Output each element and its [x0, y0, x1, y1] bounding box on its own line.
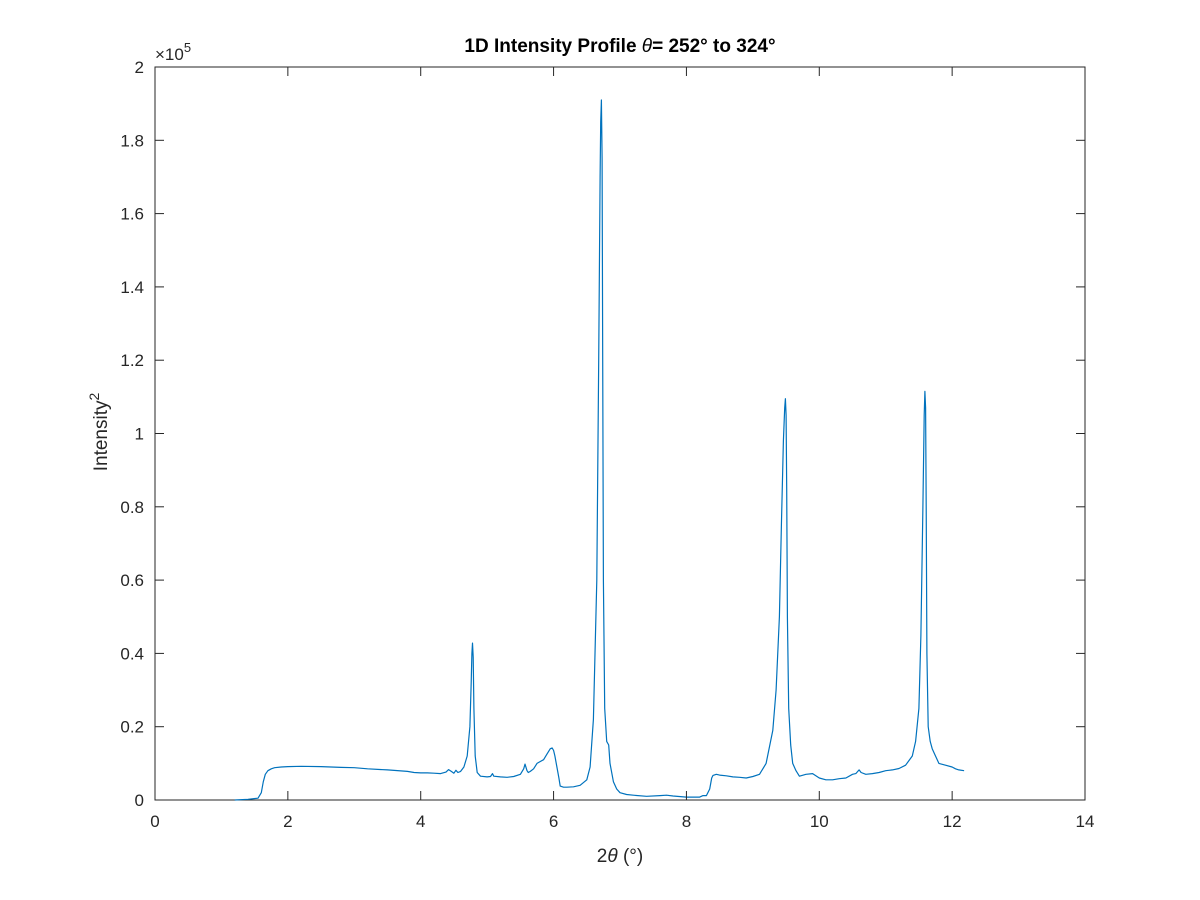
- y-tick-label: 1: [135, 425, 144, 444]
- chart-title: 1D Intensity Profile θ= 252° to 324°: [464, 36, 775, 57]
- y-tick-label: 1.6: [120, 205, 144, 224]
- y-axis-label: Intensity2: [86, 393, 112, 472]
- x-tick-label: 4: [416, 812, 425, 831]
- x-tick-label: 10: [810, 812, 829, 831]
- x-tick-label: 8: [682, 812, 691, 831]
- intensity-series-line: [234, 99, 965, 801]
- y-axis-exponent: ×105: [155, 40, 191, 64]
- x-tick-label: 12: [943, 812, 962, 831]
- y-tick-label: 1.2: [120, 351, 144, 370]
- y-tick-label: 0.2: [120, 718, 144, 737]
- y-tick-label: 0.6: [120, 571, 144, 590]
- y-tick-label: 2: [135, 58, 144, 77]
- y-tick-label: 1.8: [120, 131, 144, 150]
- y-axis-ticks: 0 0.2 0.4 0.6 0.8 1 1.2 1.4 1.6 1.8 2: [120, 58, 1085, 810]
- plot-area: [154, 66, 1086, 801]
- y-tick-label: 0: [135, 791, 144, 810]
- y-tick-label: 0.4: [120, 644, 144, 663]
- axes-box: [154, 66, 1086, 801]
- y-tick-label: 1.4: [120, 278, 144, 297]
- x-axis-ticks: 0 2 4 6 8 10 12 14: [150, 67, 1094, 831]
- x-tick-label: 6: [549, 812, 558, 831]
- x-tick-label: 14: [1076, 812, 1095, 831]
- x-axis-label: 2θ (°): [597, 846, 643, 867]
- y-tick-label: 0.8: [120, 498, 144, 517]
- x-tick-label: 2: [283, 812, 292, 831]
- x-tick-label: 0: [150, 812, 159, 831]
